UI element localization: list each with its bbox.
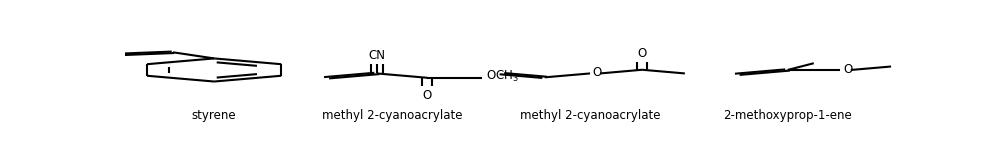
Text: OCH$_3$: OCH$_3$ [486, 69, 519, 84]
Text: methyl 2-cyanoacrylate: methyl 2-cyanoacrylate [322, 109, 463, 122]
Text: O: O [843, 63, 852, 76]
Text: O: O [637, 47, 647, 60]
Text: styrene: styrene [192, 109, 236, 122]
Text: O: O [592, 66, 602, 79]
Text: CN: CN [368, 49, 385, 62]
Text: O: O [423, 89, 432, 102]
Text: methyl 2-cyanoacrylate: methyl 2-cyanoacrylate [520, 109, 660, 122]
Text: 2-methoxyprop-1-ene: 2-methoxyprop-1-ene [723, 109, 852, 122]
